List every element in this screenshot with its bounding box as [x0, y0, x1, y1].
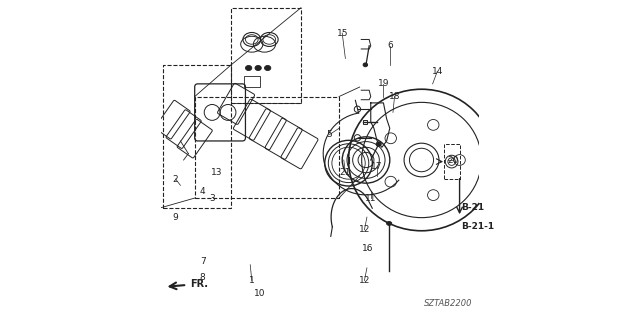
Text: 12: 12 [359, 276, 370, 285]
Text: SZTAB2200: SZTAB2200 [424, 299, 472, 308]
Bar [363, 120, 367, 124]
Ellipse shape [255, 66, 261, 70]
Text: B-21: B-21 [461, 203, 484, 212]
Text: 17: 17 [371, 162, 383, 171]
Text: 16: 16 [362, 244, 373, 253]
Text: 18: 18 [388, 92, 400, 101]
Bar [244, 76, 260, 87]
Text: 5: 5 [326, 130, 332, 139]
Text: 3: 3 [209, 194, 215, 203]
Text: 6: 6 [387, 41, 393, 50]
Text: 10: 10 [254, 289, 266, 298]
Text: 4: 4 [200, 187, 205, 196]
Text: 15: 15 [337, 28, 348, 38]
Text: 12: 12 [359, 225, 370, 234]
Ellipse shape [264, 66, 271, 70]
Text: 7: 7 [200, 257, 205, 266]
Text: 1: 1 [249, 276, 255, 285]
Ellipse shape [363, 63, 367, 67]
Ellipse shape [376, 142, 381, 146]
Text: 19: 19 [378, 79, 389, 88]
Text: FR.: FR. [170, 279, 208, 289]
Text: 2: 2 [173, 174, 179, 184]
Text: 8: 8 [200, 273, 205, 282]
Text: 20: 20 [447, 156, 459, 164]
Text: 21: 21 [340, 168, 351, 177]
Text: 13: 13 [211, 168, 223, 177]
Text: B-21-1: B-21-1 [461, 222, 494, 231]
Ellipse shape [387, 221, 392, 225]
Text: 11: 11 [365, 194, 376, 203]
Text: 14: 14 [432, 67, 443, 76]
Ellipse shape [246, 66, 252, 70]
Text: 9: 9 [173, 212, 179, 222]
